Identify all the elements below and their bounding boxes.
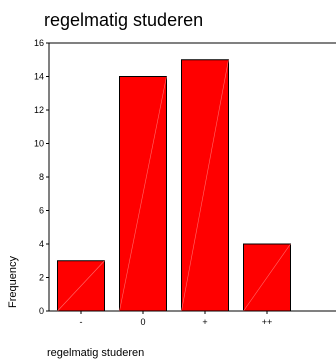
bar-diagonal-2	[181, 59, 229, 312]
y-tick-label: 6	[39, 206, 44, 216]
y-tick-label: 16	[34, 38, 44, 48]
x-tick-label: ++	[262, 317, 273, 327]
y-tick-label: 12	[34, 105, 44, 115]
x-axis-label: regelmatig studeren	[47, 347, 144, 359]
y-tick-label: 8	[39, 172, 44, 182]
bar-diagonal-0	[57, 260, 105, 312]
y-tick-label: 10	[34, 139, 44, 149]
bar-diagonal-3	[243, 243, 291, 312]
y-tick-label: 2	[39, 273, 44, 283]
x-tick-label: 0	[140, 317, 145, 327]
bar-diagonal-1	[119, 76, 167, 312]
chart-title: regelmatig studeren	[44, 10, 203, 30]
x-tick-label: +	[202, 317, 207, 327]
y-tick-label: 4	[39, 239, 44, 249]
y-tick-label: 0	[39, 306, 44, 316]
y-axis-label: Frequency	[7, 256, 19, 308]
x-tick-label: -	[80, 317, 83, 327]
y-tick-label: 14	[34, 72, 44, 82]
